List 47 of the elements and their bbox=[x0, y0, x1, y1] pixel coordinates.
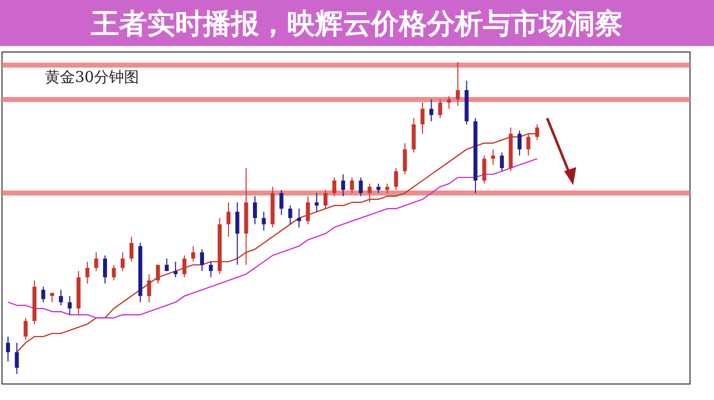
candlestick bbox=[68, 296, 72, 316]
candlestick bbox=[208, 261, 213, 278]
candlestick bbox=[518, 130, 522, 156]
candlestick bbox=[314, 192, 319, 212]
candlestick bbox=[252, 196, 257, 225]
candlestick bbox=[438, 98, 442, 119]
candlestick bbox=[120, 252, 125, 272]
candlestick bbox=[332, 176, 336, 197]
candlestick bbox=[447, 96, 451, 110]
candlestick bbox=[394, 168, 398, 190]
candlestick bbox=[6, 336, 10, 362]
candlestick bbox=[297, 208, 302, 228]
candlestick bbox=[376, 183, 380, 194]
candlestick bbox=[103, 254, 107, 284]
candlestick bbox=[156, 264, 160, 284]
candlestick bbox=[420, 102, 425, 134]
candlestick bbox=[279, 189, 284, 216]
chart-subtitle: 黄金30分钟图 bbox=[45, 68, 140, 86]
candlestick bbox=[368, 183, 372, 203]
candlestick bbox=[262, 211, 266, 231]
candlestick bbox=[500, 152, 504, 172]
candlestick bbox=[200, 248, 204, 272]
candlestick bbox=[41, 286, 46, 303]
candlestick bbox=[235, 202, 240, 266]
candlestick bbox=[226, 202, 230, 238]
candlestick bbox=[191, 246, 196, 262]
candlestick bbox=[341, 174, 346, 197]
candlestick bbox=[14, 342, 19, 374]
candlestick bbox=[358, 176, 363, 197]
candlestick bbox=[58, 289, 63, 306]
candlestick bbox=[174, 261, 178, 278]
candlestick bbox=[182, 254, 186, 278]
chart-title: 王者实时播报，映辉云价格分析与市场洞察 bbox=[90, 7, 623, 40]
candlestick bbox=[288, 205, 292, 225]
candlestick bbox=[24, 317, 28, 340]
candlestick bbox=[402, 142, 407, 175]
candlestick bbox=[129, 236, 134, 262]
candlestick bbox=[94, 252, 98, 272]
candlestick bbox=[306, 196, 310, 225]
candlestick bbox=[324, 189, 328, 210]
candlestick bbox=[147, 274, 152, 303]
candlestick bbox=[85, 261, 90, 284]
candlestick bbox=[456, 62, 460, 106]
candlestick bbox=[491, 148, 496, 166]
candlestick bbox=[429, 98, 434, 122]
candlestick bbox=[350, 176, 354, 194]
candlestick bbox=[112, 264, 116, 281]
